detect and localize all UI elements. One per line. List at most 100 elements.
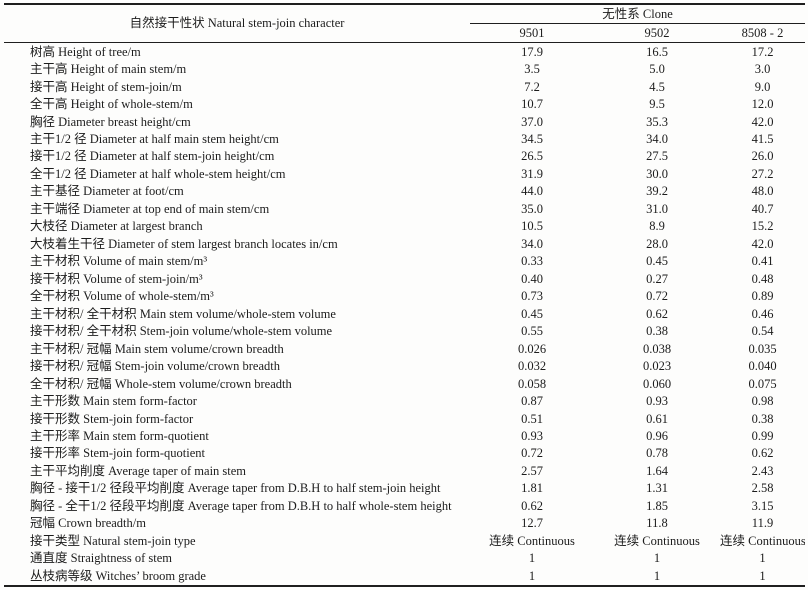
row-label: 胸径 Diameter breast height/cm [30, 114, 191, 129]
row-value: 0.058 [517, 376, 547, 391]
row-label: 主干形数 Main stem form-factor [30, 394, 197, 409]
table-row: 大枝着生干径 Diameter of stem largest branch l… [4, 235, 805, 252]
row-value: 48.0 [751, 184, 774, 199]
row-value: 1 [528, 568, 536, 583]
row-value: 34.0 [521, 236, 543, 251]
row-value: 2.58 [751, 481, 774, 496]
table-row: 主干高 Height of main stem/m 3.5 5.0 3.0 [4, 61, 805, 78]
table-header-row-clones: 9501 9502 8508 - 2 [4, 23, 806, 43]
row-value: 34.5 [521, 132, 543, 146]
row-value: 0.51 [521, 411, 543, 426]
row-value: 0.62 [751, 446, 774, 461]
table-row: 主干形数 Main stem form-factor 0.87 0.93 0.98 [4, 392, 805, 409]
row-value: 连续 Continuous [614, 533, 700, 548]
row-value: 12.0 [751, 97, 774, 112]
row-value: 28.0 [646, 236, 668, 251]
row-value: 0.040 [748, 359, 777, 374]
row-value: 1 [759, 551, 766, 566]
table-row: 接干材积/ 冠幅 Stem-join volume/crown breadth 0… [4, 358, 805, 375]
table-row: 主干材积/ 全干材积 Main stem volume/whole-stem v… [4, 305, 805, 322]
row-value: 0.93 [646, 394, 668, 409]
row-value: 0.62 [521, 498, 543, 513]
table-row: 接干形数 Stem-join form-factor 0.51 0.61 0.38 [4, 410, 805, 427]
row-value: 0.46 [751, 306, 774, 321]
row-label: 接干1/2 径 Diameter at half stem-join heigh… [30, 149, 275, 164]
row-value: 37.0 [521, 114, 543, 129]
row-label: 主干平均削度 Average taper of main stem [30, 463, 247, 478]
row-value: 30.0 [646, 166, 668, 181]
table-row: 接干材积 Volume of stem-join/m³ 0.40 0.27 0.48 [4, 270, 805, 287]
table-header-clone-9502: 9502 [594, 23, 720, 43]
row-value: 0.38 [751, 411, 774, 426]
row-value: 0.93 [521, 428, 543, 443]
table-row: 主干形率 Main stem form-quotient 0.93 0.96 0.99 [4, 427, 805, 444]
row-label: 大枝着生干径 Diameter of stem largest branch l… [30, 236, 338, 251]
row-value: 10.5 [521, 219, 543, 234]
table-header-character-label: 自然接干性状 Natural stem-join character [4, 4, 470, 43]
row-value: 0.026 [517, 341, 547, 356]
row-value: 39.2 [646, 184, 668, 199]
row-value: 0.40 [521, 271, 543, 286]
row-label: 接干形率 Stem-join form-quotient [30, 446, 205, 461]
row-value: 3.0 [754, 62, 771, 77]
row-label: 全干材积/ 冠幅 Whole-stem volume/crown breadth [30, 376, 292, 391]
row-value: 16.5 [646, 44, 668, 59]
row-value: 35.3 [646, 114, 668, 129]
row-value: 0.48 [751, 271, 774, 286]
row-value: 26.0 [751, 149, 774, 164]
row-label: 主干材积/ 全干材积 Main stem volume/whole-stem v… [30, 306, 336, 321]
table-row: 主干材积/ 冠幅 Main stem volume/crown breadth 0… [4, 340, 805, 357]
row-label: 全干高 Height of whole-stem/m [30, 97, 193, 112]
row-value: 42.0 [751, 236, 774, 251]
row-value: 0.038 [642, 341, 672, 356]
table-row: 接干类型 Natural stem-join type 连续 Continuous… [4, 532, 805, 549]
table-row: 接干形率 Stem-join form-quotient 0.72 0.78 0.62 [4, 445, 805, 462]
row-value: 7.2 [524, 79, 540, 94]
row-value: 26.5 [521, 149, 543, 164]
row-label: 全干1/2 径 Diameter at half whole-stem heig… [30, 166, 286, 181]
table-row: 主干基径 Diameter at foot/cm 44.0 39.2 48.0 [4, 183, 805, 200]
row-value: 0.89 [751, 289, 774, 304]
row-value: 0.035 [748, 341, 777, 356]
row-value: 1 [528, 551, 536, 566]
row-value: 5.0 [649, 62, 665, 77]
row-label: 通直度 Straightness of stem [30, 551, 173, 566]
row-value: 15.2 [751, 219, 774, 234]
row-value: 27.2 [751, 166, 774, 181]
table-row: 通直度 Straightness of stem 1 1 1 [4, 550, 805, 567]
row-value: 0.33 [521, 254, 543, 269]
row-value: 0.98 [751, 394, 774, 409]
row-value: 1 [759, 568, 766, 583]
row-label: 主干材积/ 冠幅 Main stem volume/crown breadth [30, 341, 284, 356]
row-label: 接干形数 Stem-join form-factor [30, 411, 194, 426]
row-label: 主干端径 Diameter at top end of main stem/cm [30, 201, 270, 216]
table-header-row-group: 自然接干性状 Natural stem-join character 无性系 C… [4, 4, 806, 43]
table-header-clone-9501: 9501 [470, 23, 594, 43]
table-row: 主干1/2 径 Diameter at half main stem heigh… [4, 130, 805, 147]
row-value: 0.72 [646, 289, 668, 304]
row-value: 0.032 [517, 359, 547, 374]
row-value: 0.55 [521, 324, 543, 339]
stem-join-character-table: 自然接干性状 Natural stem-join character 无性系 C… [4, 3, 806, 587]
row-label: 冠幅 Crown breadth/m [30, 516, 146, 531]
row-value: 连续 Continuous [489, 533, 575, 548]
row-value: 0.075 [748, 376, 777, 391]
row-label: 接干材积/ 全干材积 Stem-join volume/whole-stem v… [30, 324, 333, 339]
row-label: 主干基径 Diameter at foot/cm [30, 184, 184, 199]
row-value: 2.43 [751, 463, 774, 478]
table-row: 冠幅 Crown breadth/m 12.7 11.8 11.9 [4, 515, 805, 532]
table-row: 胸径 - 接干1/2 径段平均削度 Average taper from D.B… [4, 480, 805, 497]
row-value: 10.7 [521, 97, 543, 112]
row-value: 41.5 [751, 132, 774, 146]
table-row: 全干材积/ 冠幅 Whole-stem volume/crown breadth… [4, 375, 805, 392]
row-value: 44.0 [521, 184, 543, 199]
row-value: 2.57 [521, 463, 543, 478]
row-value: 0.060 [642, 376, 672, 391]
row-value: 17.9 [521, 44, 543, 59]
row-value: 0.96 [646, 428, 668, 443]
table-body: 树高 Height of tree/m 17.9 16.5 17.2 主干高 Heigh… [4, 43, 805, 587]
row-label: 接干类型 Natural stem-join type [30, 533, 196, 548]
table-row: 主干材积 Volume of main stem/m³ 0.33 0.45 0.41 [4, 253, 805, 270]
row-value: 11.8 [646, 516, 668, 531]
row-value: 0.023 [642, 359, 672, 374]
